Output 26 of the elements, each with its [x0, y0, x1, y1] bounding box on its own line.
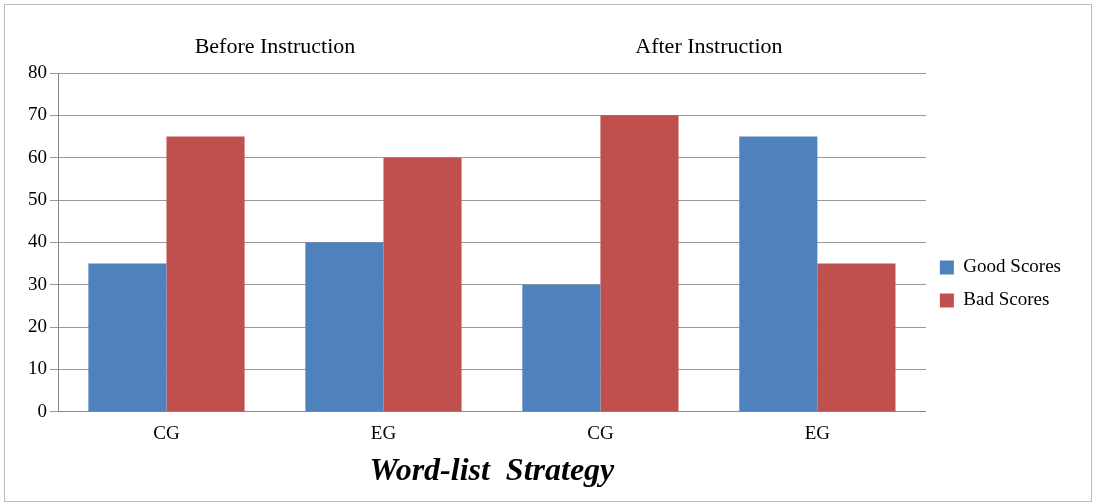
text: Before Instruction	[194, 32, 356, 58]
legend-label: Bad Scores	[963, 288, 1050, 310]
bar	[88, 263, 167, 412]
y-tick-label: 20	[28, 315, 47, 337]
bar	[305, 242, 384, 412]
x-axis-title: Word-list Strategy	[369, 451, 616, 488]
y-tick-label: 60	[28, 145, 47, 167]
x-tick-label: CG	[587, 422, 614, 444]
bar	[600, 115, 679, 412]
y-tick-label: 30	[28, 272, 47, 294]
bar	[817, 263, 896, 412]
text: After Instruction	[635, 32, 783, 58]
y-tick-label: 0	[37, 399, 47, 421]
bar	[522, 284, 601, 412]
bar	[383, 157, 462, 412]
y-tick-label: 80	[28, 60, 47, 82]
x-tick-label: EG	[804, 422, 831, 444]
y-tick-label: 70	[28, 103, 47, 125]
y-tick-label: 40	[28, 230, 47, 252]
y-tick-label: 50	[28, 188, 47, 210]
y-tick-label: 10	[28, 357, 47, 379]
x-tick-label: CG	[153, 422, 180, 444]
bar	[739, 136, 818, 412]
legend-label: Good Scores	[963, 255, 1062, 277]
bar	[166, 136, 245, 412]
x-tick-label: EG	[370, 422, 397, 444]
